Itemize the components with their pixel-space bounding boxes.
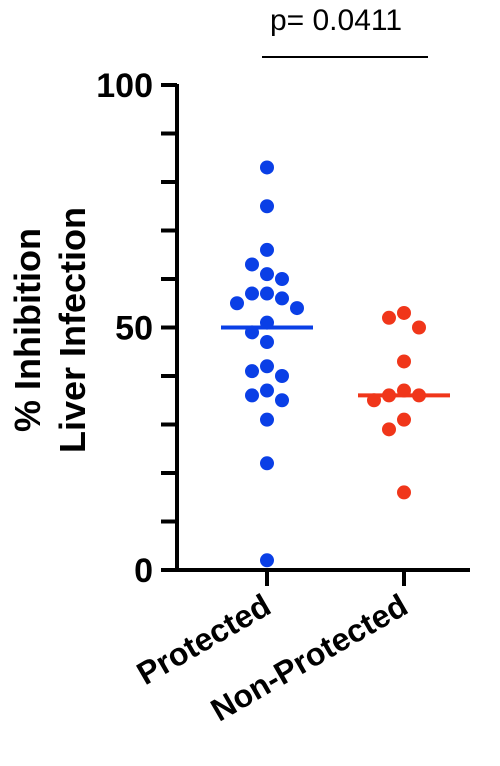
data-point-protected — [260, 242, 274, 257]
y-tick-label: 100 — [96, 67, 153, 105]
data-point-protected — [260, 383, 274, 398]
data-point-protected — [275, 393, 289, 408]
data-point-protected — [260, 267, 274, 282]
data-point-non-protected — [382, 310, 396, 325]
data-point-protected — [230, 296, 244, 311]
data-point-protected — [245, 257, 259, 272]
data-point-protected — [260, 160, 274, 175]
data-point-protected — [275, 272, 289, 286]
p-value-label: p= 0.0411 — [270, 4, 402, 37]
data-point-protected — [245, 364, 259, 379]
data-point-non-protected — [397, 412, 411, 427]
median-lines — [221, 325, 450, 398]
data-point-non-protected — [397, 485, 411, 500]
y-axis-title: % Inhibition Liver Infection — [7, 207, 93, 453]
data-point-protected — [260, 286, 274, 301]
data-point-non-protected — [397, 354, 411, 369]
data-point-non-protected — [382, 422, 396, 437]
data-point-non-protected — [412, 320, 426, 335]
data-point-protected — [290, 301, 304, 316]
y-axis-title-line-2: Liver Infection — [52, 207, 93, 453]
y-ticks: 0 50 100 — [96, 67, 177, 590]
y-tick-label: 0 — [134, 552, 153, 590]
data-point-protected — [260, 553, 274, 568]
data-point-protected — [260, 359, 274, 374]
data-point-protected — [245, 388, 259, 403]
data-point-protected — [260, 199, 274, 214]
y-axis-title-line-1: % Inhibition — [7, 228, 48, 432]
data-point-non-protected — [397, 305, 411, 320]
data-point-protected — [275, 291, 289, 306]
y-tick-label: 50 — [115, 310, 153, 348]
data-point-protected — [245, 286, 259, 301]
data-point-protected — [260, 412, 274, 427]
data-point-protected — [260, 456, 274, 471]
data-point-protected — [275, 369, 289, 383]
data-point-protected — [260, 335, 274, 350]
data-points — [230, 160, 426, 568]
